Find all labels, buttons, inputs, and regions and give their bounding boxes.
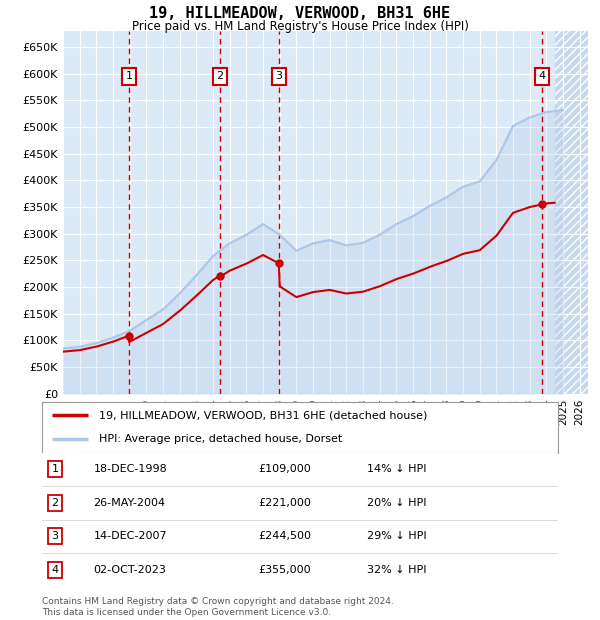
Text: Contains HM Land Registry data © Crown copyright and database right 2024.
This d: Contains HM Land Registry data © Crown c… [42,598,394,617]
Text: £244,500: £244,500 [259,531,312,541]
Text: 02-OCT-2023: 02-OCT-2023 [94,565,166,575]
Text: 2: 2 [216,71,223,81]
Text: 20% ↓ HPI: 20% ↓ HPI [367,498,427,508]
Text: £355,000: £355,000 [259,565,311,575]
Text: 26-MAY-2004: 26-MAY-2004 [94,498,166,508]
Text: 19, HILLMEADOW, VERWOOD, BH31 6HE: 19, HILLMEADOW, VERWOOD, BH31 6HE [149,6,451,21]
Text: 14-DEC-2007: 14-DEC-2007 [94,531,167,541]
Text: 14% ↓ HPI: 14% ↓ HPI [367,464,427,474]
Text: £109,000: £109,000 [259,464,311,474]
Text: 2: 2 [52,498,58,508]
Text: 3: 3 [275,71,283,81]
Text: 4: 4 [539,71,546,81]
Text: HPI: Average price, detached house, Dorset: HPI: Average price, detached house, Dors… [99,434,342,444]
Text: 29% ↓ HPI: 29% ↓ HPI [367,531,427,541]
Text: 1: 1 [52,464,58,474]
Text: 3: 3 [52,531,58,541]
Text: Price paid vs. HM Land Registry's House Price Index (HPI): Price paid vs. HM Land Registry's House … [131,20,469,33]
Text: £221,000: £221,000 [259,498,311,508]
Text: 32% ↓ HPI: 32% ↓ HPI [367,565,427,575]
Text: 1: 1 [125,71,133,81]
Text: 19, HILLMEADOW, VERWOOD, BH31 6HE (detached house): 19, HILLMEADOW, VERWOOD, BH31 6HE (detac… [99,410,427,420]
Text: 18-DEC-1998: 18-DEC-1998 [94,464,167,474]
Text: 4: 4 [52,565,58,575]
